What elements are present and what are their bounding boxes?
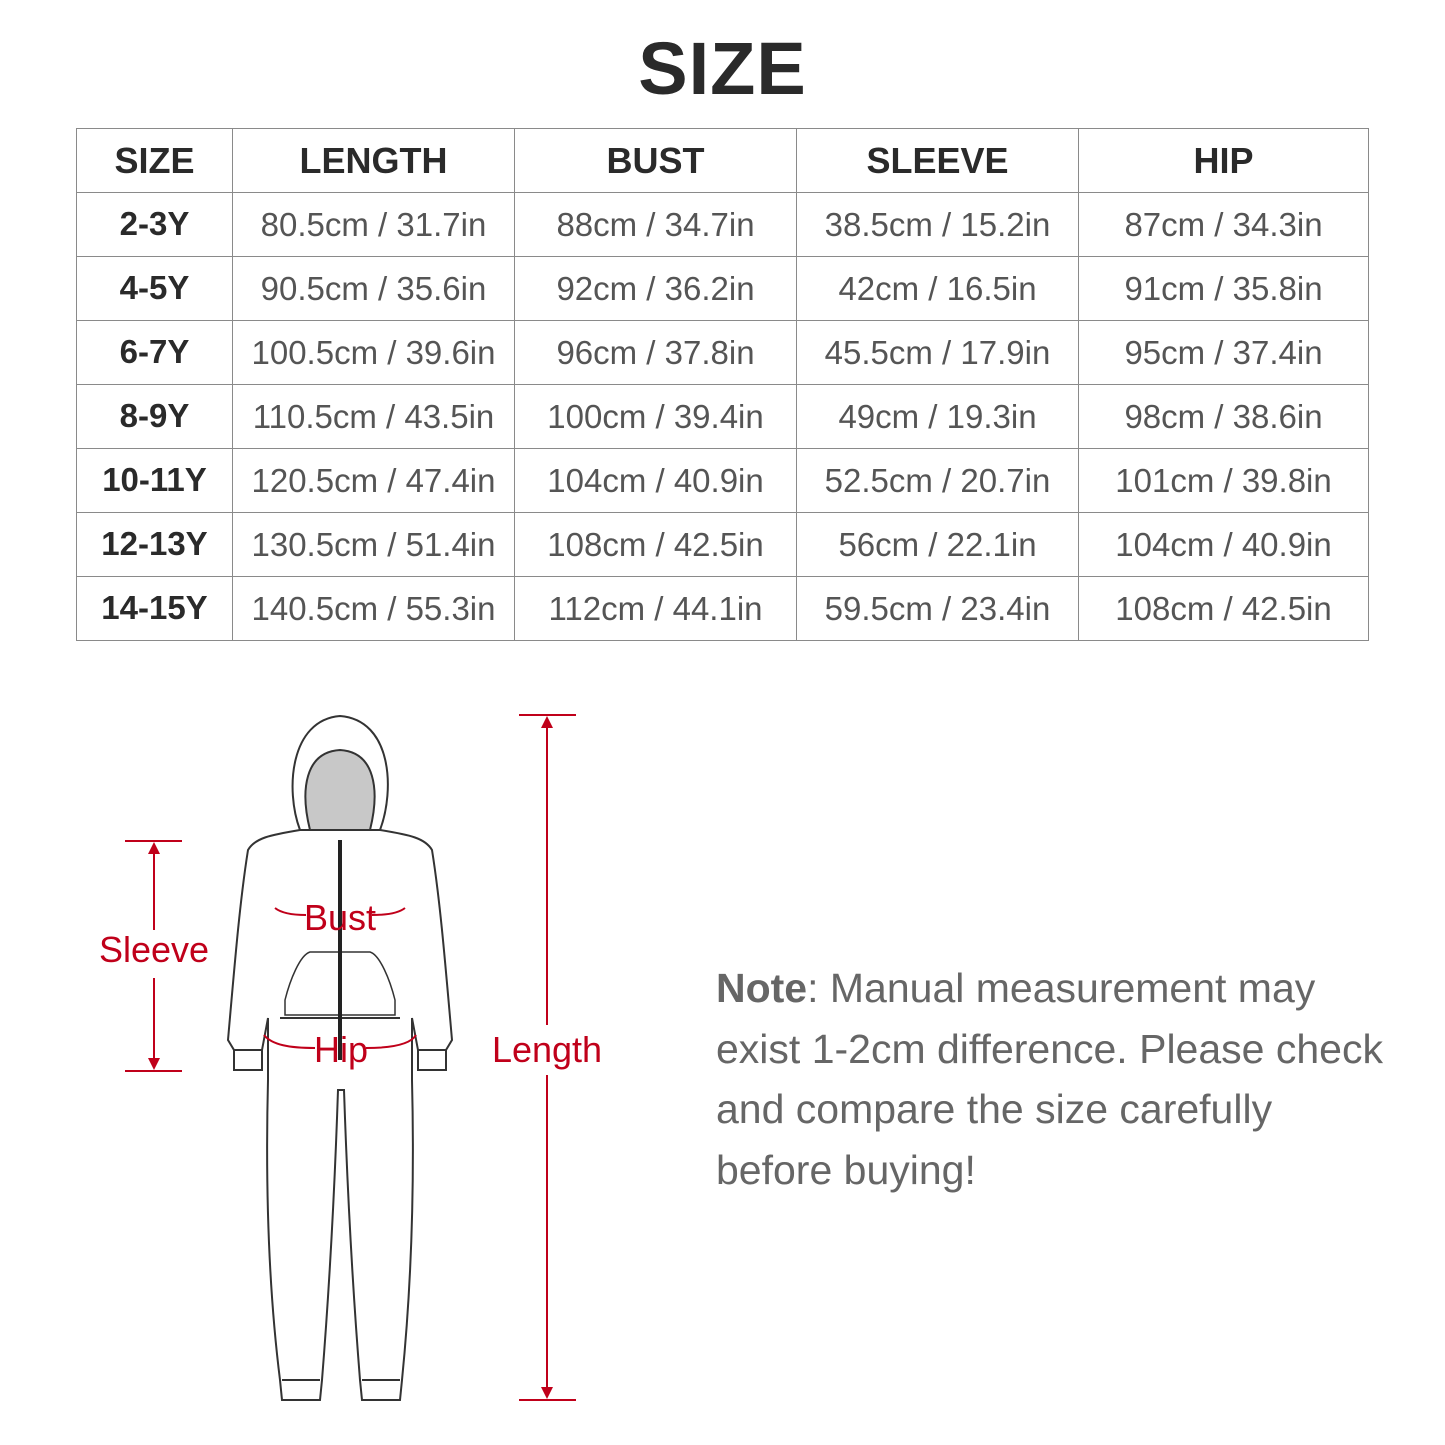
measurement-cell: 52.5cm / 20.7in xyxy=(796,448,1079,513)
size-table: SIZE LENGTH BUST SLEEVE HIP 2-3Y 80.5cm /… xyxy=(76,128,1369,641)
measurement-lines xyxy=(125,714,576,1401)
sleeve-label: Sleeve xyxy=(99,929,209,970)
size-cell: 6-7Y xyxy=(76,320,233,385)
note-label: Note xyxy=(716,965,808,1011)
size-cell: 14-15Y xyxy=(76,576,233,641)
measurement-cell: 95cm / 37.4in xyxy=(1078,320,1369,385)
hip-label: Hip xyxy=(314,1029,368,1070)
column-header: LENGTH xyxy=(232,128,515,193)
column-header: SLEEVE xyxy=(796,128,1079,193)
size-cell: 10-11Y xyxy=(76,448,233,513)
measurement-cell: 92cm / 36.2in xyxy=(514,256,797,321)
table-row: 6-7Y 100.5cm / 39.6in 96cm / 37.8in 45.5cm … xyxy=(76,320,1369,385)
measurement-cell: 110.5cm / 43.5in xyxy=(232,384,515,449)
length-label: Length xyxy=(492,1029,602,1070)
measurement-cell: 104cm / 40.9in xyxy=(514,448,797,513)
measurement-cell: 87cm / 34.3in xyxy=(1078,192,1369,257)
measurement-cell: 80.5cm / 31.7in xyxy=(232,192,515,257)
size-cell: 12-13Y xyxy=(76,512,233,577)
column-header: HIP xyxy=(1078,128,1369,193)
measurement-cell: 42cm / 16.5in xyxy=(796,256,1079,321)
table-row: 8-9Y 110.5cm / 43.5in 100cm / 39.4in 49cm /… xyxy=(76,384,1369,449)
column-header: BUST xyxy=(514,128,797,193)
measurement-cell: 100.5cm / 39.6in xyxy=(232,320,515,385)
size-cell: 2-3Y xyxy=(76,192,233,257)
measurement-cell: 130.5cm / 51.4in xyxy=(232,512,515,577)
jumpsuit-diagram: Sleeve Bust Hip Length xyxy=(99,714,602,1401)
table-row: 10-11Y 120.5cm / 47.4in 104cm / 40.9in 52.5… xyxy=(76,448,1369,513)
size-cell: 8-9Y xyxy=(76,384,233,449)
column-header: SIZE xyxy=(76,128,233,193)
measurement-cell: 140.5cm / 55.3in xyxy=(232,576,515,641)
measurement-cell: 101cm / 39.8in xyxy=(1078,448,1369,513)
measurement-cell: 120.5cm / 47.4in xyxy=(232,448,515,513)
table-row: 2-3Y 80.5cm / 31.7in 88cm / 34.7in 38.5cm /… xyxy=(76,192,1369,257)
measurement-cell: 91cm / 35.8in xyxy=(1078,256,1369,321)
note-text: Note: Manual measurement may exist 1-2cm… xyxy=(716,958,1396,1200)
bust-label: Bust xyxy=(304,897,376,938)
table-header-row: SIZE LENGTH BUST SLEEVE HIP xyxy=(76,128,1369,193)
table-row: 14-15Y 140.5cm / 55.3in 112cm / 44.1in 59.5… xyxy=(76,576,1369,641)
measurement-cell: 96cm / 37.8in xyxy=(514,320,797,385)
measurement-cell: 112cm / 44.1in xyxy=(514,576,797,641)
measurement-cell: 98cm / 38.6in xyxy=(1078,384,1369,449)
measurement-cell: 49cm / 19.3in xyxy=(796,384,1079,449)
measurement-cell: 59.5cm / 23.4in xyxy=(796,576,1079,641)
measurement-cell: 56cm / 22.1in xyxy=(796,512,1079,577)
size-cell: 4-5Y xyxy=(76,256,233,321)
jumpsuit-outline xyxy=(226,714,454,1401)
measurement-cell: 108cm / 42.5in xyxy=(514,512,797,577)
measurement-cell: 90.5cm / 35.6in xyxy=(232,256,515,321)
note-body: : Manual measurement may exist 1-2cm dif… xyxy=(716,965,1383,1193)
measurement-cell: 88cm / 34.7in xyxy=(514,192,797,257)
table-row: 4-5Y 90.5cm / 35.6in 92cm / 36.2in 42cm / 1… xyxy=(76,256,1369,321)
measurement-cell: 45.5cm / 17.9in xyxy=(796,320,1079,385)
table-row: 12-13Y 130.5cm / 51.4in 108cm / 42.5in 56cm… xyxy=(76,512,1369,577)
measurement-cell: 100cm / 39.4in xyxy=(514,384,797,449)
measurement-cell: 104cm / 40.9in xyxy=(1078,512,1369,577)
measurement-cell: 38.5cm / 15.2in xyxy=(796,192,1079,257)
page-title: SIZE xyxy=(638,27,807,110)
measurement-cell: 108cm / 42.5in xyxy=(1078,576,1369,641)
